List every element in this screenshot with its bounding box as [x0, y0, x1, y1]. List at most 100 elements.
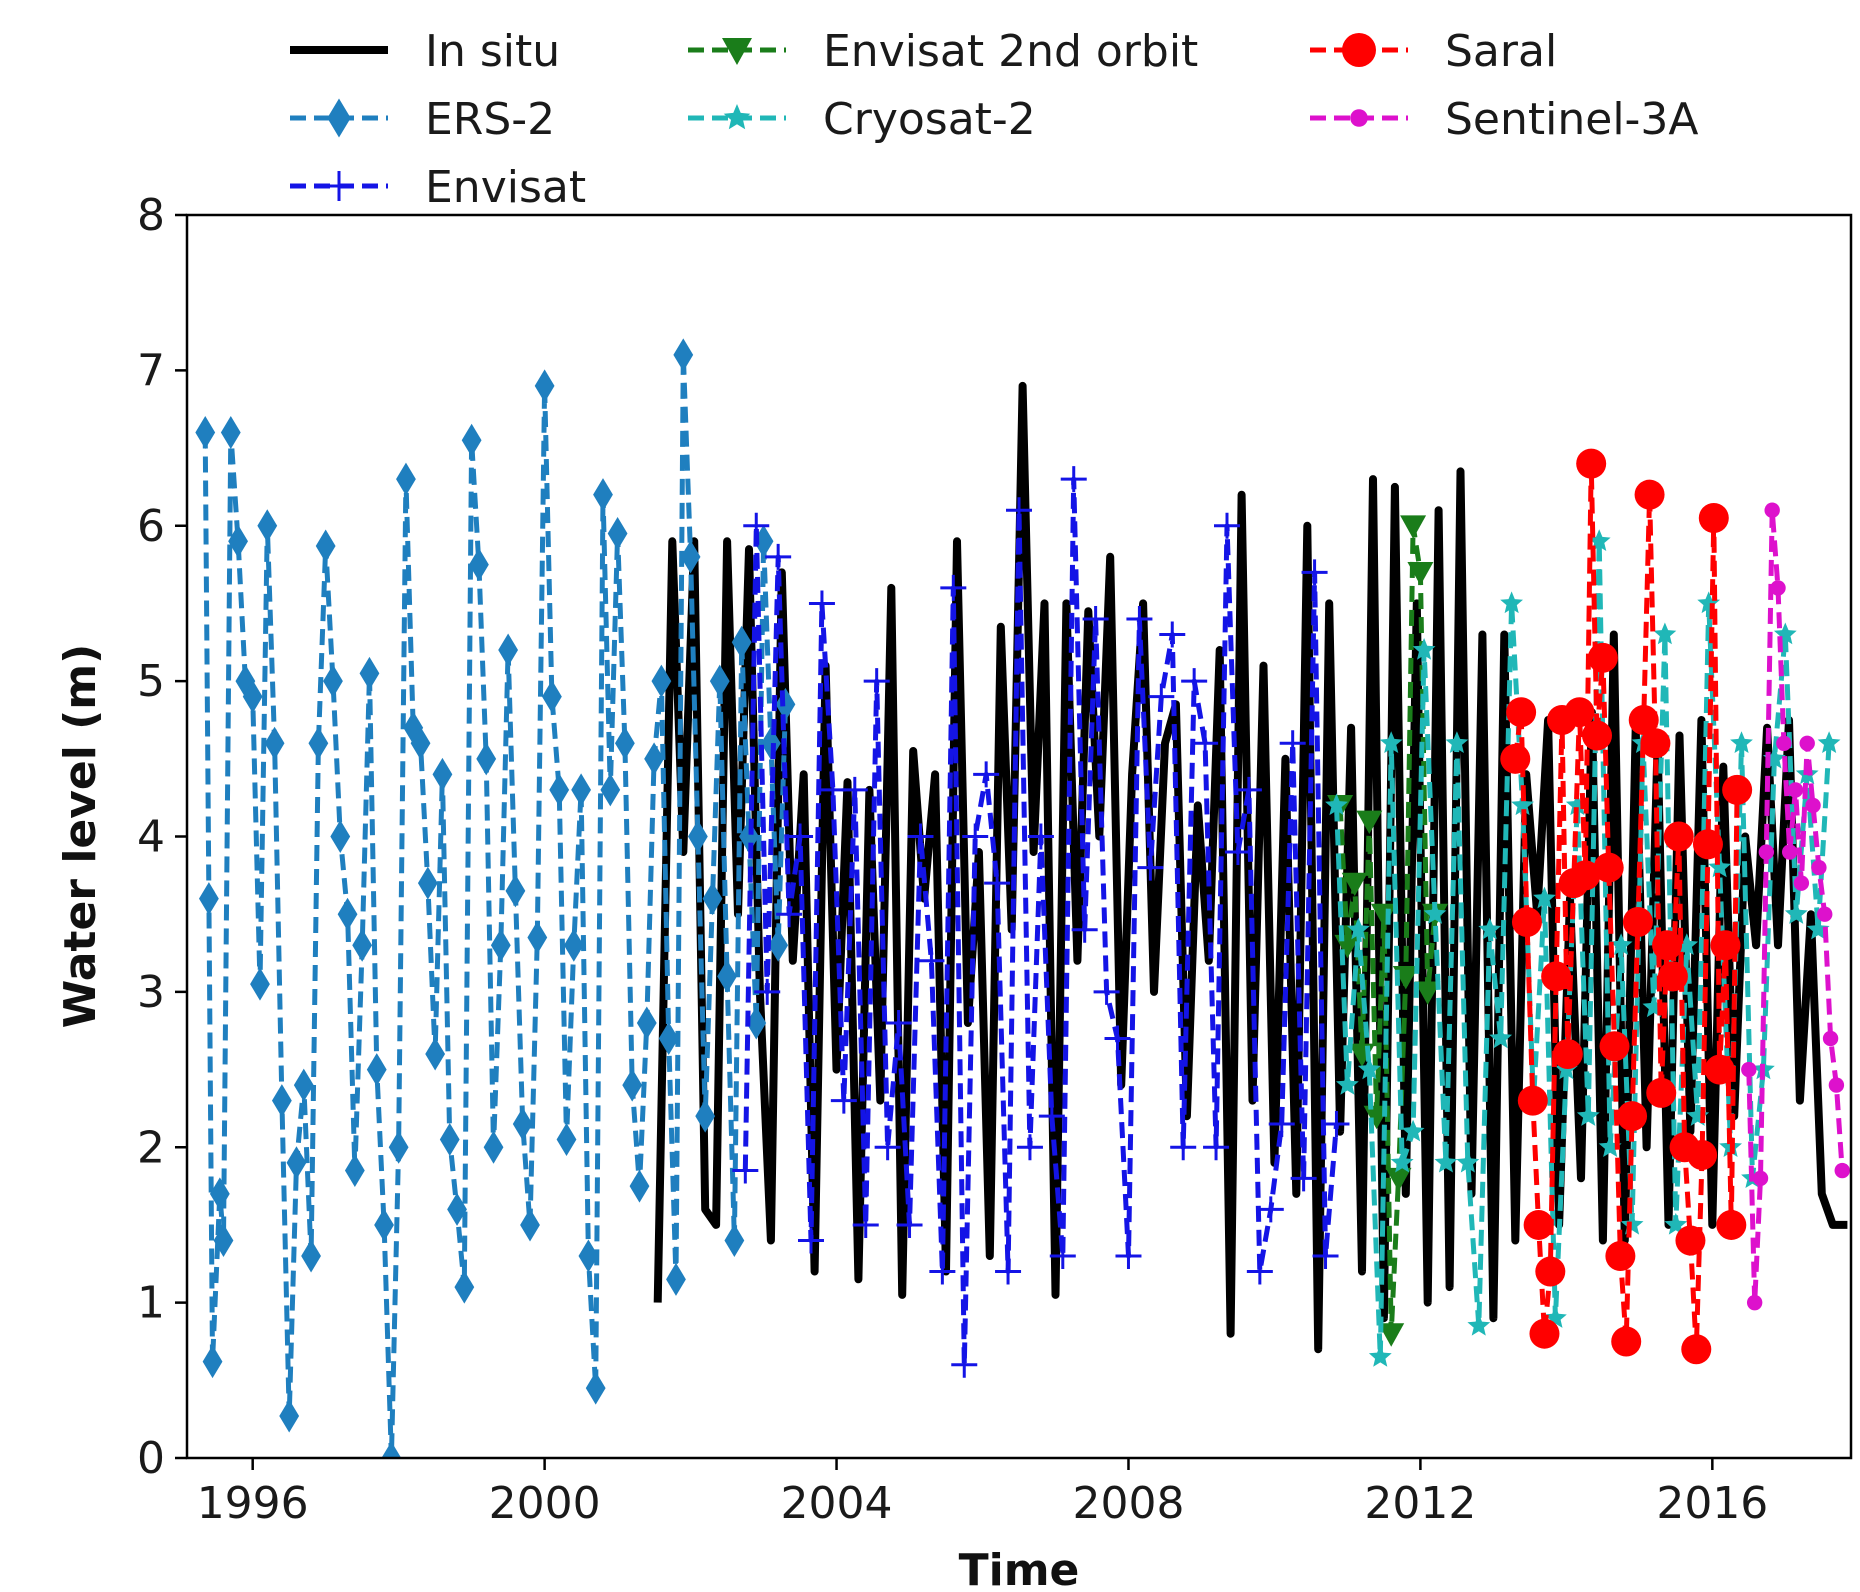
data-point — [1401, 1119, 1425, 1142]
data-point — [556, 1122, 577, 1156]
data-point — [1799, 735, 1815, 751]
x-tick-label: 2012 — [1364, 1478, 1476, 1529]
data-point — [1071, 916, 1098, 943]
data-point — [315, 529, 336, 563]
data-point — [396, 462, 416, 496]
legend-entry-ers-2: ERS-2 — [290, 94, 555, 145]
data-point — [1500, 591, 1523, 614]
data-point — [476, 742, 497, 776]
data-point — [352, 928, 373, 962]
data-point — [1170, 1134, 1197, 1161]
data-point — [1570, 860, 1601, 891]
data-point — [359, 656, 380, 690]
data-point — [286, 1146, 307, 1180]
data-point — [1385, 1167, 1412, 1192]
legend-label: ERS-2 — [425, 94, 555, 145]
legend: In situ ERS-2 Envisat Envisat 2nd orbit Cryo… — [275, 22, 1805, 217]
y-tick-label: 2 — [137, 1122, 165, 1173]
data-point — [1646, 1077, 1677, 1108]
data-point — [1235, 776, 1262, 803]
data-point — [1224, 839, 1251, 866]
data-point — [1115, 1243, 1142, 1270]
data-point — [593, 478, 613, 512]
data-point — [527, 920, 548, 954]
data-point — [337, 897, 358, 931]
data-point — [1653, 622, 1677, 645]
data-point — [1301, 559, 1328, 586]
legend-entry-saral: Saral — [1310, 26, 1557, 77]
data-point — [1511, 906, 1542, 937]
data-point — [1698, 502, 1729, 533]
data-point — [1663, 821, 1694, 852]
data-point — [929, 1258, 956, 1285]
data-point — [951, 1351, 978, 1378]
data-point — [1159, 621, 1186, 648]
data-point — [1681, 1334, 1712, 1365]
data-point — [1456, 1150, 1480, 1173]
data-point — [636, 1006, 657, 1040]
data-point — [301, 1239, 321, 1273]
data-point — [1828, 1077, 1845, 1093]
data-point — [768, 928, 789, 962]
data-point — [1770, 580, 1786, 596]
data-point — [1620, 1212, 1644, 1235]
data-point — [863, 668, 890, 695]
data-point — [1576, 1104, 1600, 1126]
data-point — [1517, 1085, 1548, 1116]
data-point — [264, 726, 285, 760]
data-point — [940, 574, 967, 601]
x-tick-label: 2016 — [1656, 1478, 1768, 1529]
data-point — [1741, 1061, 1757, 1078]
legend-marker — [1350, 109, 1368, 127]
y-tick-label: 6 — [137, 501, 165, 552]
series-line-saral — [1512, 461, 1740, 1352]
data-point — [1758, 844, 1775, 860]
data-point — [1181, 668, 1208, 695]
data-point — [498, 633, 519, 667]
data-point — [213, 1223, 234, 1257]
data-point — [1093, 978, 1120, 1005]
data-point — [607, 517, 628, 551]
data-point — [388, 1130, 409, 1164]
series-saral — [1500, 448, 1753, 1365]
data-point — [1325, 793, 1348, 816]
data-point — [746, 1006, 767, 1040]
x-tick-label: 2008 — [1072, 1478, 1184, 1529]
x-tick-label: 1996 — [197, 1478, 309, 1529]
data-point — [1506, 697, 1537, 728]
data-point — [885, 1009, 912, 1036]
data-point — [1246, 1258, 1273, 1285]
data-point — [1622, 906, 1653, 937]
series-sentinel-3a — [1741, 502, 1850, 1311]
data-point — [1347, 917, 1370, 940]
data-point — [743, 512, 770, 539]
data-point — [461, 423, 482, 457]
data-point — [1407, 561, 1434, 586]
x-tick-label: 2000 — [489, 1478, 601, 1529]
data-point — [410, 726, 431, 760]
data-point — [344, 1154, 365, 1188]
data-point — [1379, 731, 1403, 753]
series-line-ers-2 — [202, 352, 788, 1458]
x-axis: 1996 2000 2004 2008 2012 2016 — [197, 1458, 1768, 1529]
data-point — [1657, 961, 1688, 992]
data-point — [293, 1068, 314, 1102]
data-point — [754, 978, 781, 1005]
data-point — [1817, 906, 1833, 922]
data-point — [1368, 1345, 1392, 1367]
data-point — [250, 967, 270, 1001]
data-point — [1533, 886, 1556, 909]
data-point — [381, 1441, 402, 1458]
data-point — [874, 1134, 901, 1161]
data-point — [808, 590, 835, 617]
data-point — [483, 1130, 504, 1164]
y-tick-label: 1 — [137, 1278, 165, 1329]
data-point — [798, 1227, 824, 1254]
data-point — [1400, 515, 1427, 539]
y-axis-title: Water level (m) — [55, 644, 106, 1028]
data-point — [1710, 930, 1741, 961]
data-point — [1834, 1162, 1850, 1179]
data-point — [1722, 774, 1753, 805]
legend-label: Envisat 2nd orbit — [823, 26, 1198, 77]
data-point — [571, 773, 592, 807]
